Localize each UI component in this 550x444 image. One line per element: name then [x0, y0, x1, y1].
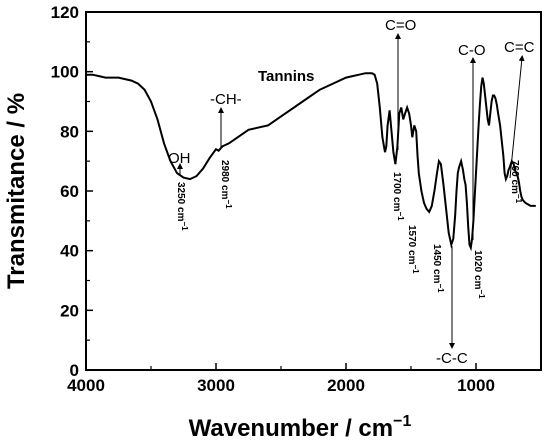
x-tick-label: 4000: [67, 376, 105, 395]
annotation-c-single-o: C-O: [458, 42, 486, 59]
annotation-c-double-o: C=O: [385, 17, 416, 34]
peak-label: 1020 cm−1: [472, 250, 486, 299]
peak-label: 3250 cm−1: [175, 182, 189, 231]
peak-label: 1450 cm−1: [431, 244, 445, 293]
peak-label: 1700 cm−1: [391, 172, 405, 221]
x-axis-title: Wavenumber / cm−1: [189, 413, 412, 442]
y-tick-label: 80: [60, 122, 79, 141]
y-tick-label: 20: [60, 301, 79, 320]
y-tick-label: 0: [70, 361, 79, 380]
series-label-tannins: Tannins: [258, 68, 314, 85]
peak-label: 2980 cm−1: [219, 160, 233, 209]
x-axis-title-sup: −1: [393, 413, 411, 430]
annotation-ch: -CH-: [210, 91, 242, 108]
axis-tick-labels: 4000 3000 2000 1000 0 20 40 60 80 100 120: [51, 3, 495, 395]
spectrum-line: [86, 72, 536, 252]
x-tick-label: 3000: [197, 376, 235, 395]
peak-label: 1570 cm−1: [406, 225, 420, 274]
axis-ticks: [85, 11, 542, 371]
y-tick-label: 120: [51, 3, 79, 22]
y-axis-title: Transmitance / %: [3, 93, 30, 289]
arrow-c-double-c: [509, 55, 525, 179]
y-tick-label: 60: [60, 182, 79, 201]
y-tick-label: 100: [51, 63, 79, 82]
x-tick-label: 2000: [327, 376, 365, 395]
annotation-c-single-c: -C-C: [436, 350, 468, 367]
annotation-c-double-c: C=C: [504, 39, 535, 56]
x-tick-label: 1000: [457, 376, 495, 395]
y-tick-label: 40: [60, 242, 79, 261]
peak-label: 760 cm−1: [509, 160, 523, 204]
annotation-oh: OH: [168, 150, 191, 167]
